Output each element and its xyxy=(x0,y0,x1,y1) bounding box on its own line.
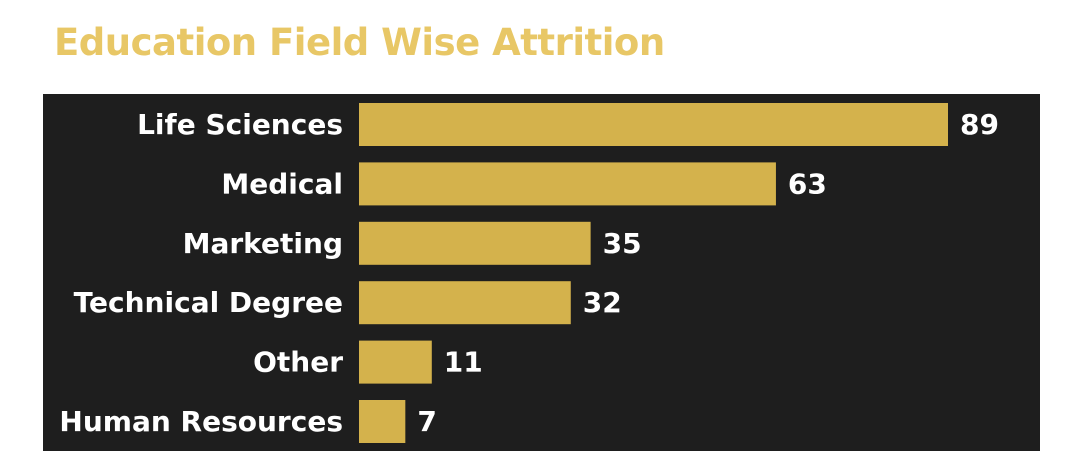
bars-layer xyxy=(359,103,948,443)
bar-human-resources xyxy=(359,400,406,443)
bar-life-sciences xyxy=(359,103,948,146)
bar-other xyxy=(359,340,432,384)
bar-technical-degree xyxy=(359,281,571,325)
category-label-medical: Medical xyxy=(221,167,343,200)
category-label-marketing: Marketing xyxy=(183,227,343,260)
bar-medical xyxy=(359,162,776,206)
category-label-technical-degree: Technical Degree xyxy=(74,286,343,319)
chart-panel: Life Sciences Medical Marketing Technical D… xyxy=(43,94,1040,451)
category-labels: Life Sciences Medical Marketing Technical D… xyxy=(59,108,343,438)
category-label-human-resources: Human Resources xyxy=(59,405,343,438)
value-label-medical: 63 xyxy=(788,167,827,200)
category-label-other: Other xyxy=(253,346,343,379)
bar-marketing xyxy=(359,221,591,265)
value-label-technical-degree: 32 xyxy=(583,286,622,319)
value-label-other: 11 xyxy=(444,346,483,379)
category-label-life-sciences: Life Sciences xyxy=(137,108,343,141)
value-label-life-sciences: 89 xyxy=(960,108,999,141)
bar-chart: Life Sciences Medical Marketing Technical D… xyxy=(59,103,999,443)
chart-title: Education Field Wise Attrition xyxy=(54,21,665,64)
value-label-human-resources: 7 xyxy=(417,405,436,438)
value-label-marketing: 35 xyxy=(603,227,642,260)
value-labels: 89 63 35 32 117 xyxy=(417,108,999,438)
